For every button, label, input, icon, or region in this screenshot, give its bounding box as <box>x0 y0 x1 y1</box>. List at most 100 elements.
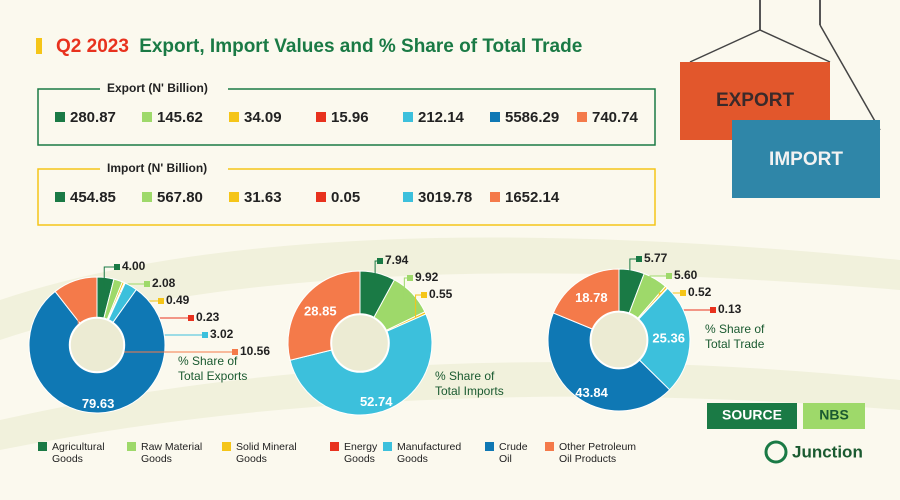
legend-label: Goods <box>236 453 267 465</box>
legend-swatch <box>330 442 339 451</box>
box-label-bg <box>100 160 228 176</box>
pie-caption: % Share of <box>705 322 765 336</box>
value-swatch <box>577 112 587 122</box>
leader-line <box>658 292 683 296</box>
legend-label: Manufactured <box>397 441 461 453</box>
slice-label: 0.52 <box>688 285 712 299</box>
source-value-box <box>803 403 865 429</box>
slice-label: 0.55 <box>429 287 453 301</box>
legend-label: Oil <box>499 453 512 465</box>
containers: EXPORT IMPORT <box>680 0 881 198</box>
leader-dot <box>710 307 716 313</box>
slice-label: 43.84 <box>575 385 608 400</box>
slice-label: 52.74 <box>360 394 393 409</box>
leader-dot <box>636 256 642 262</box>
source-box <box>707 403 797 429</box>
legend-label: Solid Mineral <box>236 441 297 453</box>
value-label: 280.87 <box>70 109 116 126</box>
leader-dot <box>232 349 238 355</box>
value-label: 34.09 <box>244 109 282 126</box>
leader-line <box>114 283 147 291</box>
value-label: 15.96 <box>331 109 369 126</box>
title: Q2 2023 Export, Import Values and % Shar… <box>56 36 582 57</box>
swoosh <box>0 237 900 340</box>
container-label: IMPORT <box>769 149 843 170</box>
slice-label: 79.63 <box>82 396 115 411</box>
legend-label: Oil Products <box>559 453 616 465</box>
leader-dot <box>407 275 413 281</box>
leader-line <box>649 275 669 289</box>
title-main: Export, Import Values and % Share of Tot… <box>139 36 582 57</box>
value-swatch <box>55 112 65 122</box>
export-label: Export (N' Billion) <box>107 81 208 95</box>
slice-label: 25.36 <box>652 331 685 346</box>
title-accent <box>36 38 42 54</box>
slice-label: 5.77 <box>644 251 668 265</box>
slice-label: 28.85 <box>304 303 337 318</box>
pie-caption: % Share of <box>178 354 238 368</box>
leader-dot <box>158 298 164 304</box>
slice-label: 3.02 <box>210 327 234 341</box>
slice-label: 9.92 <box>415 270 439 284</box>
leader-dot <box>680 290 686 296</box>
pie-caption: Total Trade <box>705 337 765 351</box>
value-swatch <box>142 112 152 122</box>
legend-label: Raw Material <box>141 441 202 453</box>
value-label: 454.85 <box>70 189 116 206</box>
legend-label: Crude <box>499 441 528 453</box>
value-label: 3019.78 <box>418 189 472 206</box>
slice-label: 0.49 <box>166 293 190 307</box>
import-label: Import (N' Billion) <box>107 161 207 175</box>
value-swatch <box>403 192 413 202</box>
import-container <box>732 120 880 198</box>
value-label: 0.05 <box>331 189 360 206</box>
leader-line <box>629 258 639 281</box>
legend-swatch <box>383 442 392 451</box>
leader-dot <box>114 264 120 270</box>
brand: Junction <box>792 442 863 461</box>
brand-icon <box>764 440 788 464</box>
title-prefix: Q2 2023 <box>56 36 129 57</box>
legend-label: Agricultural <box>52 441 105 453</box>
export-box <box>37 88 656 146</box>
legend-swatch <box>485 442 494 451</box>
pie-hole <box>68 316 126 374</box>
slice-label: 0.13 <box>718 302 742 316</box>
pie-hole <box>330 313 390 373</box>
container-label: EXPORT <box>716 90 795 111</box>
value-label: 1652.14 <box>505 189 560 206</box>
slice-label: 5.60 <box>674 268 698 282</box>
value-swatch <box>229 112 239 122</box>
leader-line <box>103 266 117 288</box>
value-label: 740.74 <box>592 109 639 126</box>
value-swatch <box>403 112 413 122</box>
slice-label: 2.08 <box>152 276 176 290</box>
legend-swatch <box>222 442 231 451</box>
pie-hole <box>589 310 649 370</box>
legend-swatch <box>545 442 554 451</box>
legend-label: Other Petroleum <box>559 441 636 453</box>
value-label: 5586.29 <box>505 109 559 126</box>
value-swatch <box>316 192 326 202</box>
leader-dot <box>144 281 150 287</box>
value-label: 31.63 <box>244 189 282 206</box>
source-value: NBS <box>819 407 849 423</box>
source-label: SOURCE <box>722 407 782 423</box>
value-label: 567.80 <box>157 189 203 206</box>
legend-label: Goods <box>141 453 172 465</box>
value-swatch <box>229 192 239 202</box>
legend-label: Goods <box>344 453 375 465</box>
pie-caption: Total Imports <box>435 384 504 398</box>
legend-label: Goods <box>397 453 428 465</box>
leader-dot <box>666 273 672 279</box>
value-label: 145.62 <box>157 109 203 126</box>
legend-label: Energy <box>344 441 378 453</box>
leader-dot <box>188 315 194 321</box>
value-swatch <box>316 112 326 122</box>
leader-dot <box>421 292 427 298</box>
value-label: 212.14 <box>418 109 465 126</box>
pie-caption: Total Exports <box>178 369 247 383</box>
box-label-bg <box>100 80 228 96</box>
import-box <box>37 168 656 226</box>
